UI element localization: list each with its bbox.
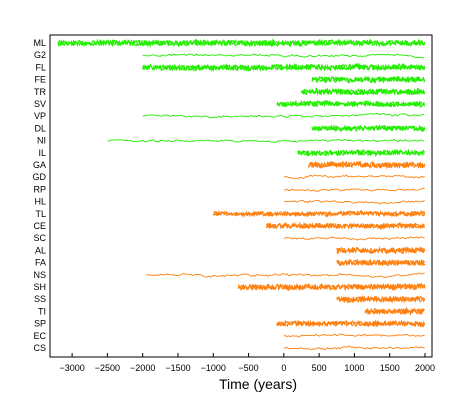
category-label-fl: FL [35,62,46,72]
category-label-ce: CE [33,221,46,231]
category-label-ti: TI [38,306,46,316]
series-line-vp [142,112,425,119]
series-line-ni [107,138,425,143]
series-line-ml [57,38,426,47]
x-tick-label: −2500 [95,363,120,373]
category-label-rp: RP [33,184,46,194]
category-label-tl: TL [35,209,46,219]
x-tick-label: 500 [312,363,327,373]
category-label-ns: NS [33,270,46,280]
series-line-gd [283,174,425,180]
x-axis-label: Time (years) [219,376,297,392]
series-band-tr [301,87,426,96]
category-label-g2: G2 [34,50,46,60]
category-label-sc: SC [33,233,46,243]
series-line-hl [283,199,425,205]
category-label-cs: CS [33,343,46,353]
category-label-ga: GA [33,160,46,170]
plot-frame [49,34,433,358]
x-tick-label: −2000 [130,363,155,373]
series-band-il [297,148,425,158]
category-label-ml: ML [33,38,46,48]
x-tick-label: 0 [281,363,286,373]
series-band-fe [311,75,426,84]
category-label-il: IL [38,148,46,158]
series-band-ti [365,306,425,316]
series-line-g2 [142,53,425,59]
series-line-fa [336,259,426,267]
series-line-rp [283,187,425,192]
series-band-fa [336,258,426,267]
series-line-ec [283,333,425,338]
x-tick-label: −500 [238,363,258,373]
series-band-ss [336,295,426,304]
x-axis-ticks: −3000 −2500 −2000 −1500 −1000 −500 0 500 1000 150… [59,353,435,373]
series-band-sp [276,319,425,328]
category-label-hl: HL [34,197,46,207]
category-label-gd: GD [33,172,47,182]
category-label-ni: NI [37,136,46,146]
category-label-dl: DL [34,123,46,133]
series-band-fl [142,62,426,72]
series-layer [57,38,426,350]
series-line-fl [142,63,426,72]
category-label-sp: SP [34,319,46,329]
series-band-tl [213,209,426,219]
category-label-tr: TR [34,87,46,97]
series-band-sv [276,99,425,108]
x-tick-label: 2000 [415,363,435,373]
category-label-al: AL [35,245,46,255]
x-tick-label: −1000 [201,363,226,373]
series-band-sh [237,282,426,292]
x-tick-label: 1500 [380,363,400,373]
category-label-sv: SV [34,99,46,109]
category-label-vp: VP [34,111,46,121]
x-tick-label: −3000 [59,363,84,373]
x-tick-label: 1000 [344,363,364,373]
category-labels: ML G2 FL FE TR SV VP DL NI IL GA GD RP HL TL CE SC AL FA NS… [33,38,47,353]
series-band-ml [57,38,425,48]
series-line-ns [146,272,425,278]
series-line-cs [283,345,425,350]
category-label-fe: FE [34,75,46,85]
x-tick-label: −1500 [165,363,190,373]
category-label-fa: FA [35,258,46,268]
category-label-ss: SS [34,294,46,304]
series-line-sc [283,236,425,241]
series-band-dl [311,123,426,133]
series-band-al [336,246,426,255]
series-band-ga [308,160,426,170]
category-label-sh: SH [33,282,46,292]
category-label-ec: EC [33,331,46,341]
series-band-ce [265,221,425,231]
